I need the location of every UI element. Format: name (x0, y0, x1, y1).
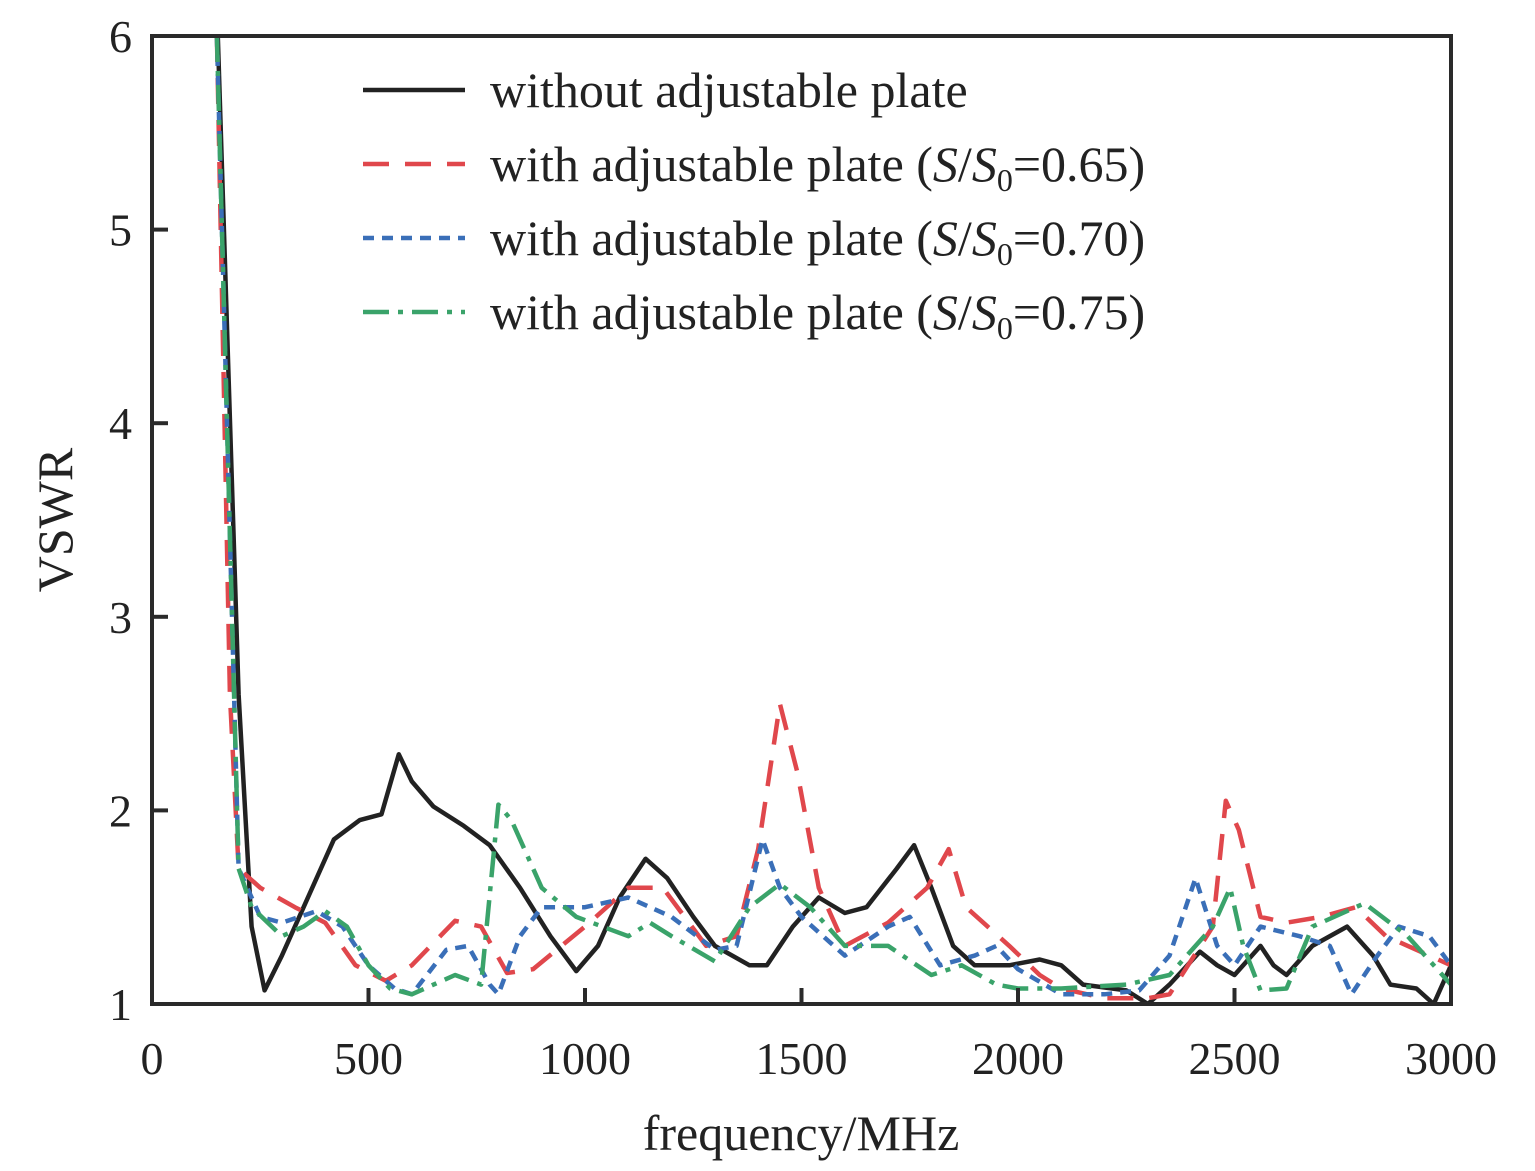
legend: without adjustable plate with adjustable … (363, 62, 1145, 346)
x-tick-label: 500 (334, 1033, 403, 1084)
x-tick-label: 3000 (1405, 1033, 1497, 1084)
legend-entry: with adjustable plate (S/S0=0.65) (490, 136, 1145, 198)
x-tick-label: 0 (141, 1033, 164, 1084)
y-tick-label: 1 (109, 979, 132, 1030)
y-tick-label: 2 (109, 785, 132, 836)
y-tick-label: 4 (109, 398, 132, 449)
x-tick-label: 1500 (756, 1033, 848, 1084)
series-line-3 (214, 36, 1451, 997)
y-tick-label: 6 (109, 11, 132, 62)
y-tick-label: 3 (109, 592, 132, 643)
legend-entry: with adjustable plate (S/S0=0.75) (490, 284, 1145, 346)
x-tick-label: 1000 (539, 1033, 631, 1084)
x-axis-label: frequency/MHz (643, 1105, 960, 1161)
y-tick-label: 5 (109, 205, 132, 256)
x-tick-label: 2500 (1189, 1033, 1281, 1084)
legend-entry: with adjustable plate (S/S0=0.70) (490, 210, 1145, 272)
legend-entry: without adjustable plate (490, 62, 968, 118)
y-axis-label: VSWR (27, 447, 83, 592)
x-tick-label: 2000 (972, 1033, 1064, 1084)
series-line-2 (214, 36, 1451, 997)
series-line-1 (214, 36, 1451, 1001)
series-line-0 (215, 36, 1451, 1004)
